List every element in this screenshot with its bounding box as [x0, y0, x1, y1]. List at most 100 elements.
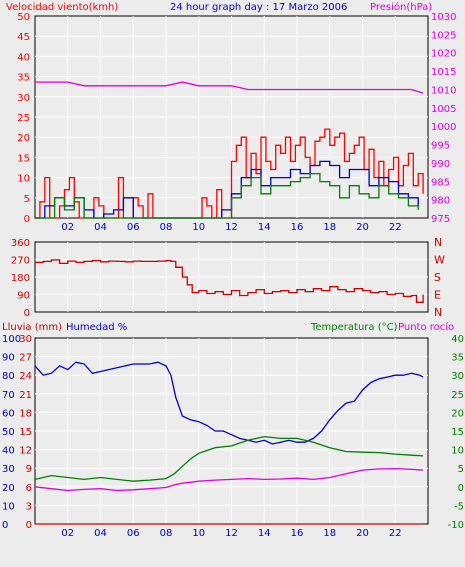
- temperatura-tick-label: 35: [451, 353, 464, 364]
- wind-speed-tick-label: 20: [17, 133, 30, 144]
- humedad-tick-label: 80: [2, 371, 15, 382]
- humedad-tick-label: 30: [2, 464, 15, 475]
- hour-tick-label: 16: [291, 528, 304, 539]
- compass-tick-label: E: [434, 289, 441, 302]
- lluvia-tick-label: 21: [19, 390, 32, 401]
- wind-speed-axis-title: Velocidad viento(kmh): [6, 2, 118, 13]
- series-humedad: [34, 361, 424, 445]
- humedad-tick-label: 60: [2, 408, 15, 419]
- hour-tick-label: 04: [94, 528, 107, 539]
- hour-tick-label: 02: [61, 528, 74, 539]
- series-pressure: [35, 81, 424, 94]
- humedad-tick-label: 40: [2, 446, 15, 457]
- hour-tick-label: 20: [356, 528, 369, 539]
- pressure-tick-label: 975: [431, 214, 450, 225]
- lluvia-tick-label: 30: [19, 334, 32, 345]
- hour-tick-label: 22: [389, 222, 402, 233]
- lluvia-tick-label: 24: [19, 371, 32, 382]
- compass-tick-label: N: [434, 306, 442, 319]
- hour-tick-label: 10: [192, 222, 205, 233]
- temperatura-tick-label: -10: [448, 520, 464, 531]
- hour-tick-label: 08: [160, 222, 173, 233]
- wind-speed-tick-label: 5: [24, 194, 30, 205]
- humedad-axis-title: Humedad %: [66, 322, 127, 333]
- wind-speed-tick-label: 50: [17, 12, 30, 23]
- wind-speed-tick-label: 45: [17, 32, 30, 43]
- compass-tick-label: S: [434, 271, 441, 284]
- hour-tick-label: 10: [192, 528, 205, 539]
- humedad-tick-label: 0: [2, 520, 8, 531]
- series-punto-rocio: [34, 467, 424, 492]
- hour-tick-label: 16: [291, 222, 304, 233]
- hour-tick-label: 18: [323, 528, 336, 539]
- series-direction-green: [35, 172, 419, 219]
- series-layer: [34, 81, 424, 525]
- temperatura-tick-label: 15: [451, 427, 464, 438]
- temperatura-tick-label: 5: [458, 464, 464, 475]
- wind-speed-tick-label: 30: [17, 93, 30, 104]
- hour-tick-label: 14: [258, 528, 271, 539]
- humedad-tick-label: 50: [2, 427, 15, 438]
- lluvia-axis-title: Lluvia (mm): [2, 322, 62, 333]
- hour-tick-label: 06: [127, 528, 140, 539]
- pressure-tick-label: 980: [431, 196, 450, 207]
- hour-tick-label: 18: [323, 222, 336, 233]
- lluvia-tick-label: 27: [19, 353, 32, 364]
- pressure-tick-label: 1005: [431, 104, 456, 115]
- lluvia-tick-label: 3: [26, 501, 32, 512]
- temperatura-tick-label: 25: [451, 390, 464, 401]
- temperatura-tick-label: 40: [451, 334, 464, 345]
- hour-tick-label: 08: [160, 528, 173, 539]
- temperatura-tick-label: 20: [451, 408, 464, 419]
- pressure-tick-label: 1000: [431, 122, 456, 133]
- lluvia-tick-label: 15: [19, 427, 32, 438]
- hour-tick-label: 12: [225, 222, 238, 233]
- humedad-tick-label: 10: [2, 501, 15, 512]
- pressure-tick-label: 1030: [431, 12, 456, 23]
- wind-speed-tick-label: 40: [17, 52, 30, 63]
- lluvia-tick-label: 18: [19, 408, 32, 419]
- lluvia-tick-label: 6: [26, 483, 32, 494]
- temperatura-tick-label: 30: [451, 371, 464, 382]
- compass-tick-label: N: [434, 236, 442, 249]
- hour-tick-label: 02: [61, 222, 74, 233]
- temperatura-tick-label: 10: [451, 446, 464, 457]
- lluvia-tick-label: 9: [26, 464, 32, 475]
- wind-speed-tick-label: 0: [24, 214, 30, 225]
- hour-tick-label: 04: [94, 222, 107, 233]
- wind-speed-tick-label: 25: [17, 113, 30, 124]
- pressure-tick-label: 990: [431, 159, 450, 170]
- chart-title: 24 hour graph day : 17 Marzo 2006: [170, 2, 347, 13]
- humedad-tick-label: 20: [2, 483, 15, 494]
- punto-rocio-axis-title: Punto rocío: [398, 321, 454, 333]
- direction-degree-tick-label: 180: [11, 273, 30, 284]
- temperatura-tick-label: -5: [454, 501, 464, 512]
- pressure-tick-label: 1020: [431, 49, 456, 60]
- hour-tick-label: 06: [127, 222, 140, 233]
- series-wind-direction: [35, 259, 424, 303]
- grid-layer: [35, 16, 428, 524]
- compass-tick-label: W: [434, 254, 445, 267]
- hour-tick-label: 22: [389, 528, 402, 539]
- direction-degree-tick-label: 270: [11, 256, 30, 267]
- humedad-tick-label: 100: [2, 334, 21, 345]
- direction-degree-tick-label: 360: [11, 238, 30, 249]
- temperatura-axis-title: Temperatura (°C): [310, 322, 398, 333]
- hour-tick-label: 12: [225, 528, 238, 539]
- hour-tick-label: 14: [258, 222, 271, 233]
- humedad-tick-label: 90: [2, 353, 15, 364]
- pressure-tick-label: 1010: [431, 85, 456, 96]
- series-wind: [35, 160, 419, 219]
- wind-speed-tick-label: 35: [17, 73, 30, 84]
- lluvia-tick-label: 0: [26, 520, 32, 531]
- wind-speed-tick-label: 10: [17, 174, 30, 185]
- pressure-tick-label: 1015: [431, 67, 456, 78]
- lluvia-tick-label: 12: [19, 446, 32, 457]
- pressure-tick-label: 995: [431, 141, 450, 152]
- direction-degree-tick-label: 90: [17, 291, 30, 302]
- axis-labels-layer: 0510152025303540455097598098599099510001…: [2, 12, 464, 539]
- pressure-axis-title: Presión(hPa): [370, 1, 432, 13]
- wind-speed-tick-label: 15: [17, 153, 30, 164]
